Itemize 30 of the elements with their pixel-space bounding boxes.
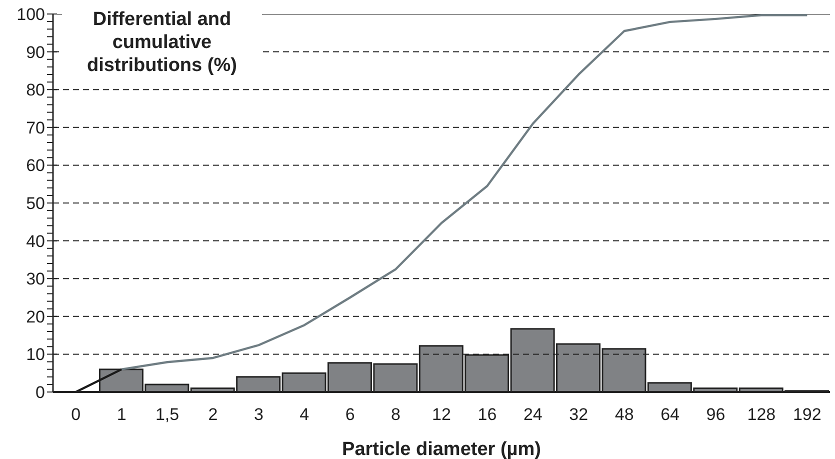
y-tick-label: 20 — [26, 307, 45, 326]
x-tick-label: 2 — [208, 405, 218, 424]
y-tick-label: 80 — [26, 80, 45, 100]
x-tick-label: 8 — [391, 405, 401, 424]
y-tick-label: 90 — [26, 42, 45, 62]
x-tick-label: 24 — [523, 405, 542, 424]
x-tick-label: 3 — [254, 405, 264, 424]
x-axis-title: Particle diameter (µm) — [342, 439, 541, 459]
y-tick-label: 60 — [26, 156, 45, 176]
y-tick-label: 40 — [26, 232, 45, 251]
x-tick-label: 128 — [747, 405, 776, 424]
x-tick-label: 96 — [706, 405, 726, 424]
x-tick-label: 4 — [300, 405, 310, 424]
y-tick-label: 10 — [26, 345, 45, 364]
x-tick-label: 48 — [614, 405, 634, 424]
y-tick-label: 100 — [16, 5, 45, 24]
x-tick-label: 64 — [660, 405, 680, 424]
x-tick-label: 1 — [116, 405, 126, 424]
x-tick-label: 16 — [478, 405, 497, 424]
x-tick-label: 6 — [345, 405, 355, 424]
x-tick-label: 0 — [71, 405, 81, 424]
y-tick-label: 50 — [26, 194, 45, 213]
x-tick-label: 12 — [432, 405, 451, 424]
x-tick-label: 192 — [792, 405, 822, 424]
y-tick-label: 30 — [26, 270, 45, 289]
x-tick-label: 32 — [569, 405, 588, 424]
y-tick-label: 0 — [36, 383, 45, 402]
y-tick-label: 70 — [26, 118, 45, 138]
x-tick-label: 1,5 — [155, 405, 180, 424]
y-axis-title: Differential and cumulative distributions (%) — [62, 6, 262, 79]
